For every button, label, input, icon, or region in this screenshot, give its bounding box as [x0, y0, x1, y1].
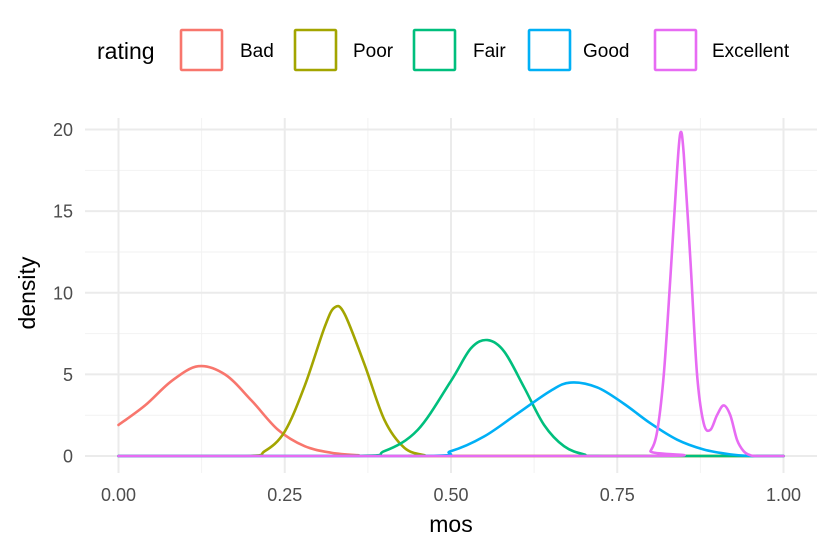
legend-key-excellent: [653, 28, 698, 72]
density-line-excellent: [117, 130, 785, 458]
axis-ticks: 0.00 0.25 0.50 0.75 1.00 0 5 10 15 20: [53, 120, 801, 505]
x-tick-label: 0.00: [101, 485, 136, 505]
legend-key-poor: [293, 28, 338, 72]
legend-label-excellent: Excellent: [712, 41, 790, 62]
legend-label-poor: Poor: [353, 41, 394, 62]
y-axis-title: density: [14, 256, 40, 329]
x-tick-label: 0.75: [600, 485, 635, 505]
legend: rating Bad Poor Fair Good Excellent: [97, 28, 790, 72]
legend-label-bad: Bad: [240, 41, 274, 62]
legend-label-good: Good: [583, 41, 629, 62]
y-tick-label: 20: [53, 120, 73, 140]
y-tick-label: 15: [53, 202, 73, 222]
x-tick-label: 0.25: [267, 485, 302, 505]
legend-key-bad: [179, 28, 224, 72]
x-tick-label: 0.50: [433, 485, 468, 505]
legend-title: rating: [97, 38, 155, 64]
legend-label-fair: Fair: [473, 41, 506, 62]
legend-key-good: [527, 28, 572, 72]
y-tick-label: 10: [53, 283, 73, 303]
y-tick-label: 0: [63, 447, 73, 467]
legend-key-fair: [412, 28, 457, 72]
x-tick-label: 1.00: [766, 485, 801, 505]
y-tick-label: 5: [63, 365, 73, 385]
density-curves: [117, 130, 785, 458]
x-axis-title: mos: [429, 511, 472, 537]
